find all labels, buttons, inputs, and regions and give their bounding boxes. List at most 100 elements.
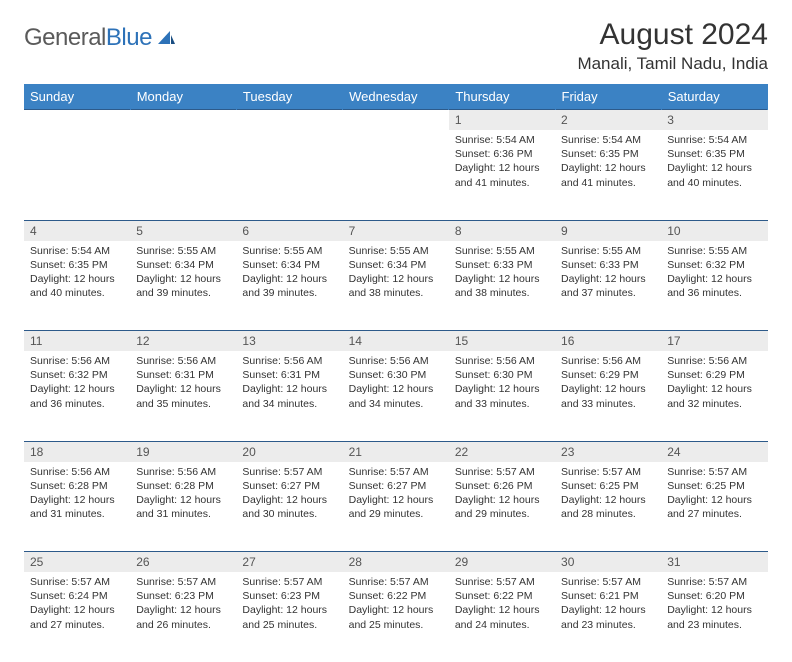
day-number-cell: 7: [343, 220, 449, 241]
sunrise-line: Sunrise: 5:57 AM: [455, 465, 549, 479]
daylight-line: Daylight: 12 hours and 35 minutes.: [136, 382, 230, 410]
day-number-cell: 28: [343, 552, 449, 573]
brand-blue: Blue: [106, 24, 152, 51]
day-number-cell: [130, 110, 236, 131]
sunset-line: Sunset: 6:23 PM: [242, 589, 336, 603]
sunrise-line: Sunrise: 5:54 AM: [561, 133, 655, 147]
day-cell-body: Sunrise: 5:56 AMSunset: 6:28 PMDaylight:…: [24, 462, 130, 528]
daylight-line: Daylight: 12 hours and 23 minutes.: [667, 603, 761, 631]
sunset-line: Sunset: 6:24 PM: [30, 589, 124, 603]
day-cell-body: Sunrise: 5:56 AMSunset: 6:31 PMDaylight:…: [130, 351, 236, 417]
sunrise-line: Sunrise: 5:57 AM: [667, 575, 761, 589]
weekday-header: Thursday: [449, 84, 555, 110]
day-cell: Sunrise: 5:56 AMSunset: 6:29 PMDaylight:…: [661, 351, 767, 441]
day-cell-body: Sunrise: 5:57 AMSunset: 6:27 PMDaylight:…: [236, 462, 342, 528]
day-cell: Sunrise: 5:55 AMSunset: 6:34 PMDaylight:…: [130, 241, 236, 331]
day-number-cell: 31: [661, 552, 767, 573]
daylight-line: Daylight: 12 hours and 28 minutes.: [561, 493, 655, 521]
sunrise-line: Sunrise: 5:57 AM: [242, 575, 336, 589]
week-row: Sunrise: 5:57 AM Sunset: 6:24 PM Daylight:…: [24, 572, 768, 662]
day-cell: Sunrise: 5:55 AMSunset: 6:33 PMDaylight:…: [555, 241, 661, 331]
week-row: Sunrise: 5:54 AMSunset: 6:35 PMDaylight:…: [24, 241, 768, 331]
sunset-line: Sunset: 6:35 PM: [561, 147, 655, 161]
calendar-body: 123Sunrise: 5:54 AMSunset: 6:36 PMDaylig…: [24, 110, 768, 662]
sunset-line: Sunset: 6:27 PM: [242, 479, 336, 493]
day-cell: Sunrise: 5:56 AMSunset: 6:28 PMDaylight:…: [24, 462, 130, 552]
sunrise-line: Sunrise: 5:55 AM: [136, 244, 230, 258]
day-cell: Sunrise: 5:57 AMSunset: 6:23 PMDaylight:…: [236, 572, 342, 662]
sunset-line: Sunset: 6:20 PM: [667, 589, 761, 603]
day-cell-body: Sunrise: 5:57 AMSunset: 6:23 PMDaylight:…: [236, 572, 342, 638]
day-cell: Sunrise: 5:54 AMSunset: 6:35 PMDaylight:…: [661, 130, 767, 220]
day-cell: Sunrise: 5:56 AMSunset: 6:29 PMDaylight:…: [555, 351, 661, 441]
sunrise-line: Sunrise: 5:54 AM: [455, 133, 549, 147]
day-number-cell: 6: [236, 220, 342, 241]
day-cell: Sunrise: 5:54 AMSunset: 6:35 PMDaylight:…: [24, 241, 130, 331]
day-cell-body: Sunrise: 5:57 AMSunset: 6:20 PMDaylight:…: [661, 572, 767, 638]
sunset-line: Sunset: 6:34 PM: [136, 258, 230, 272]
day-cell: [343, 130, 449, 220]
day-cell-body: Sunrise: 5:54 AMSunset: 6:36 PMDaylight:…: [449, 130, 555, 196]
day-cell-body: Sunrise: 5:56 AMSunset: 6:29 PMDaylight:…: [555, 351, 661, 417]
weekday-header: Tuesday: [236, 84, 342, 110]
day-number-cell: 13: [236, 331, 342, 352]
sunrise-line: Sunrise: 5:55 AM: [561, 244, 655, 258]
sunrise-line: Sunrise: 5:55 AM: [349, 244, 443, 258]
daylight-line: Daylight: 12 hours and 34 minutes.: [242, 382, 336, 410]
day-cell-body: Sunrise: 5:57 AMSunset: 6:23 PMDaylight:…: [130, 572, 236, 638]
day-cell-body: Sunrise: 5:56 AMSunset: 6:29 PMDaylight:…: [661, 351, 767, 417]
sunset-line: Sunset: 6:36 PM: [455, 147, 549, 161]
sunrise-line: Sunrise: 5:57 AM: [136, 575, 230, 589]
weekday-header: Saturday: [661, 84, 767, 110]
day-cell-body: Sunrise: 5:55 AMSunset: 6:34 PMDaylight:…: [343, 241, 449, 307]
brand-logo: GeneralBlue: [24, 24, 176, 52]
day-cell: [24, 130, 130, 220]
sunset-line: Sunset: 6:22 PM: [349, 589, 443, 603]
day-cell: Sunrise: 5:55 AMSunset: 6:33 PMDaylight:…: [449, 241, 555, 331]
day-cell-body: Sunrise: 5:57 AMSunset: 6:25 PMDaylight:…: [555, 462, 661, 528]
day-number-cell: 27: [236, 552, 342, 573]
day-cell: Sunrise: 5:57 AMSunset: 6:24 PMDaylight:…: [24, 572, 130, 662]
sunrise-line: Sunrise: 5:55 AM: [455, 244, 549, 258]
daylight-line: Daylight: 12 hours and 38 minutes.: [349, 272, 443, 300]
title-block: August 2024 Manali, Tamil Nadu, India: [577, 18, 768, 74]
day-cell: Sunrise: 5:56 AMSunset: 6:30 PMDaylight:…: [449, 351, 555, 441]
day-cell: Sunrise: 5:57 AMSunset: 6:25 PMDaylight:…: [661, 462, 767, 552]
daylight-line: Daylight: 12 hours and 38 minutes.: [455, 272, 549, 300]
day-cell: Sunrise: 5:55 AMSunset: 6:32 PMDaylight:…: [661, 241, 767, 331]
sunset-line: Sunset: 6:30 PM: [349, 368, 443, 382]
day-number-row: 18192021222324: [24, 441, 768, 462]
calendar-page: GeneralBlue August 2024 Manali, Tamil Na…: [0, 0, 792, 662]
day-number-cell: 14: [343, 331, 449, 352]
day-number-row: 45678910: [24, 220, 768, 241]
day-cell-body: Sunrise: 5:56 AMSunset: 6:31 PMDaylight:…: [236, 351, 342, 417]
sunrise-line: Sunrise: 5:56 AM: [136, 354, 230, 368]
sunrise-line: Sunrise: 5:55 AM: [242, 244, 336, 258]
day-cell-body: Sunrise: 5:54 AMSunset: 6:35 PMDaylight:…: [24, 241, 130, 307]
sunrise-line: Sunrise: 5:57 AM: [349, 575, 443, 589]
week-row: Sunrise: 5:56 AMSunset: 6:28 PMDaylight:…: [24, 462, 768, 552]
sunset-line: Sunset: 6:30 PM: [455, 368, 549, 382]
day-cell: [236, 130, 342, 220]
day-number-cell: 15: [449, 331, 555, 352]
day-number-row: 123: [24, 110, 768, 131]
day-cell: Sunrise: 5:56 AMSunset: 6:28 PMDaylight:…: [130, 462, 236, 552]
daylight-line: Daylight: 12 hours and 31 minutes.: [136, 493, 230, 521]
day-cell: Sunrise: 5:57 AMSunset: 6:25 PMDaylight:…: [555, 462, 661, 552]
day-cell-body: Sunrise: 5:57 AMSunset: 6:24 PMDaylight:…: [24, 572, 130, 638]
sail-icon: [156, 29, 176, 47]
sunset-line: Sunset: 6:25 PM: [667, 479, 761, 493]
sunset-line: Sunset: 6:28 PM: [30, 479, 124, 493]
daylight-line: Daylight: 12 hours and 27 minutes.: [667, 493, 761, 521]
daylight-line: Daylight: 12 hours and 29 minutes.: [455, 493, 549, 521]
weekday-header-row: SundayMondayTuesdayWednesdayThursdayFrid…: [24, 84, 768, 110]
daylight-line: Daylight: 12 hours and 41 minutes.: [561, 161, 655, 189]
day-number-cell: [24, 110, 130, 131]
day-number-row: 11121314151617: [24, 331, 768, 352]
week-row: Sunrise: 5:54 AMSunset: 6:36 PMDaylight:…: [24, 130, 768, 220]
calendar-head: SundayMondayTuesdayWednesdayThursdayFrid…: [24, 84, 768, 110]
day-cell-body: Sunrise: 5:56 AMSunset: 6:28 PMDaylight:…: [130, 462, 236, 528]
day-cell: Sunrise: 5:55 AMSunset: 6:34 PMDaylight:…: [236, 241, 342, 331]
day-cell-body: Sunrise: 5:55 AMSunset: 6:33 PMDaylight:…: [555, 241, 661, 307]
page-header: GeneralBlue August 2024 Manali, Tamil Na…: [24, 18, 768, 74]
